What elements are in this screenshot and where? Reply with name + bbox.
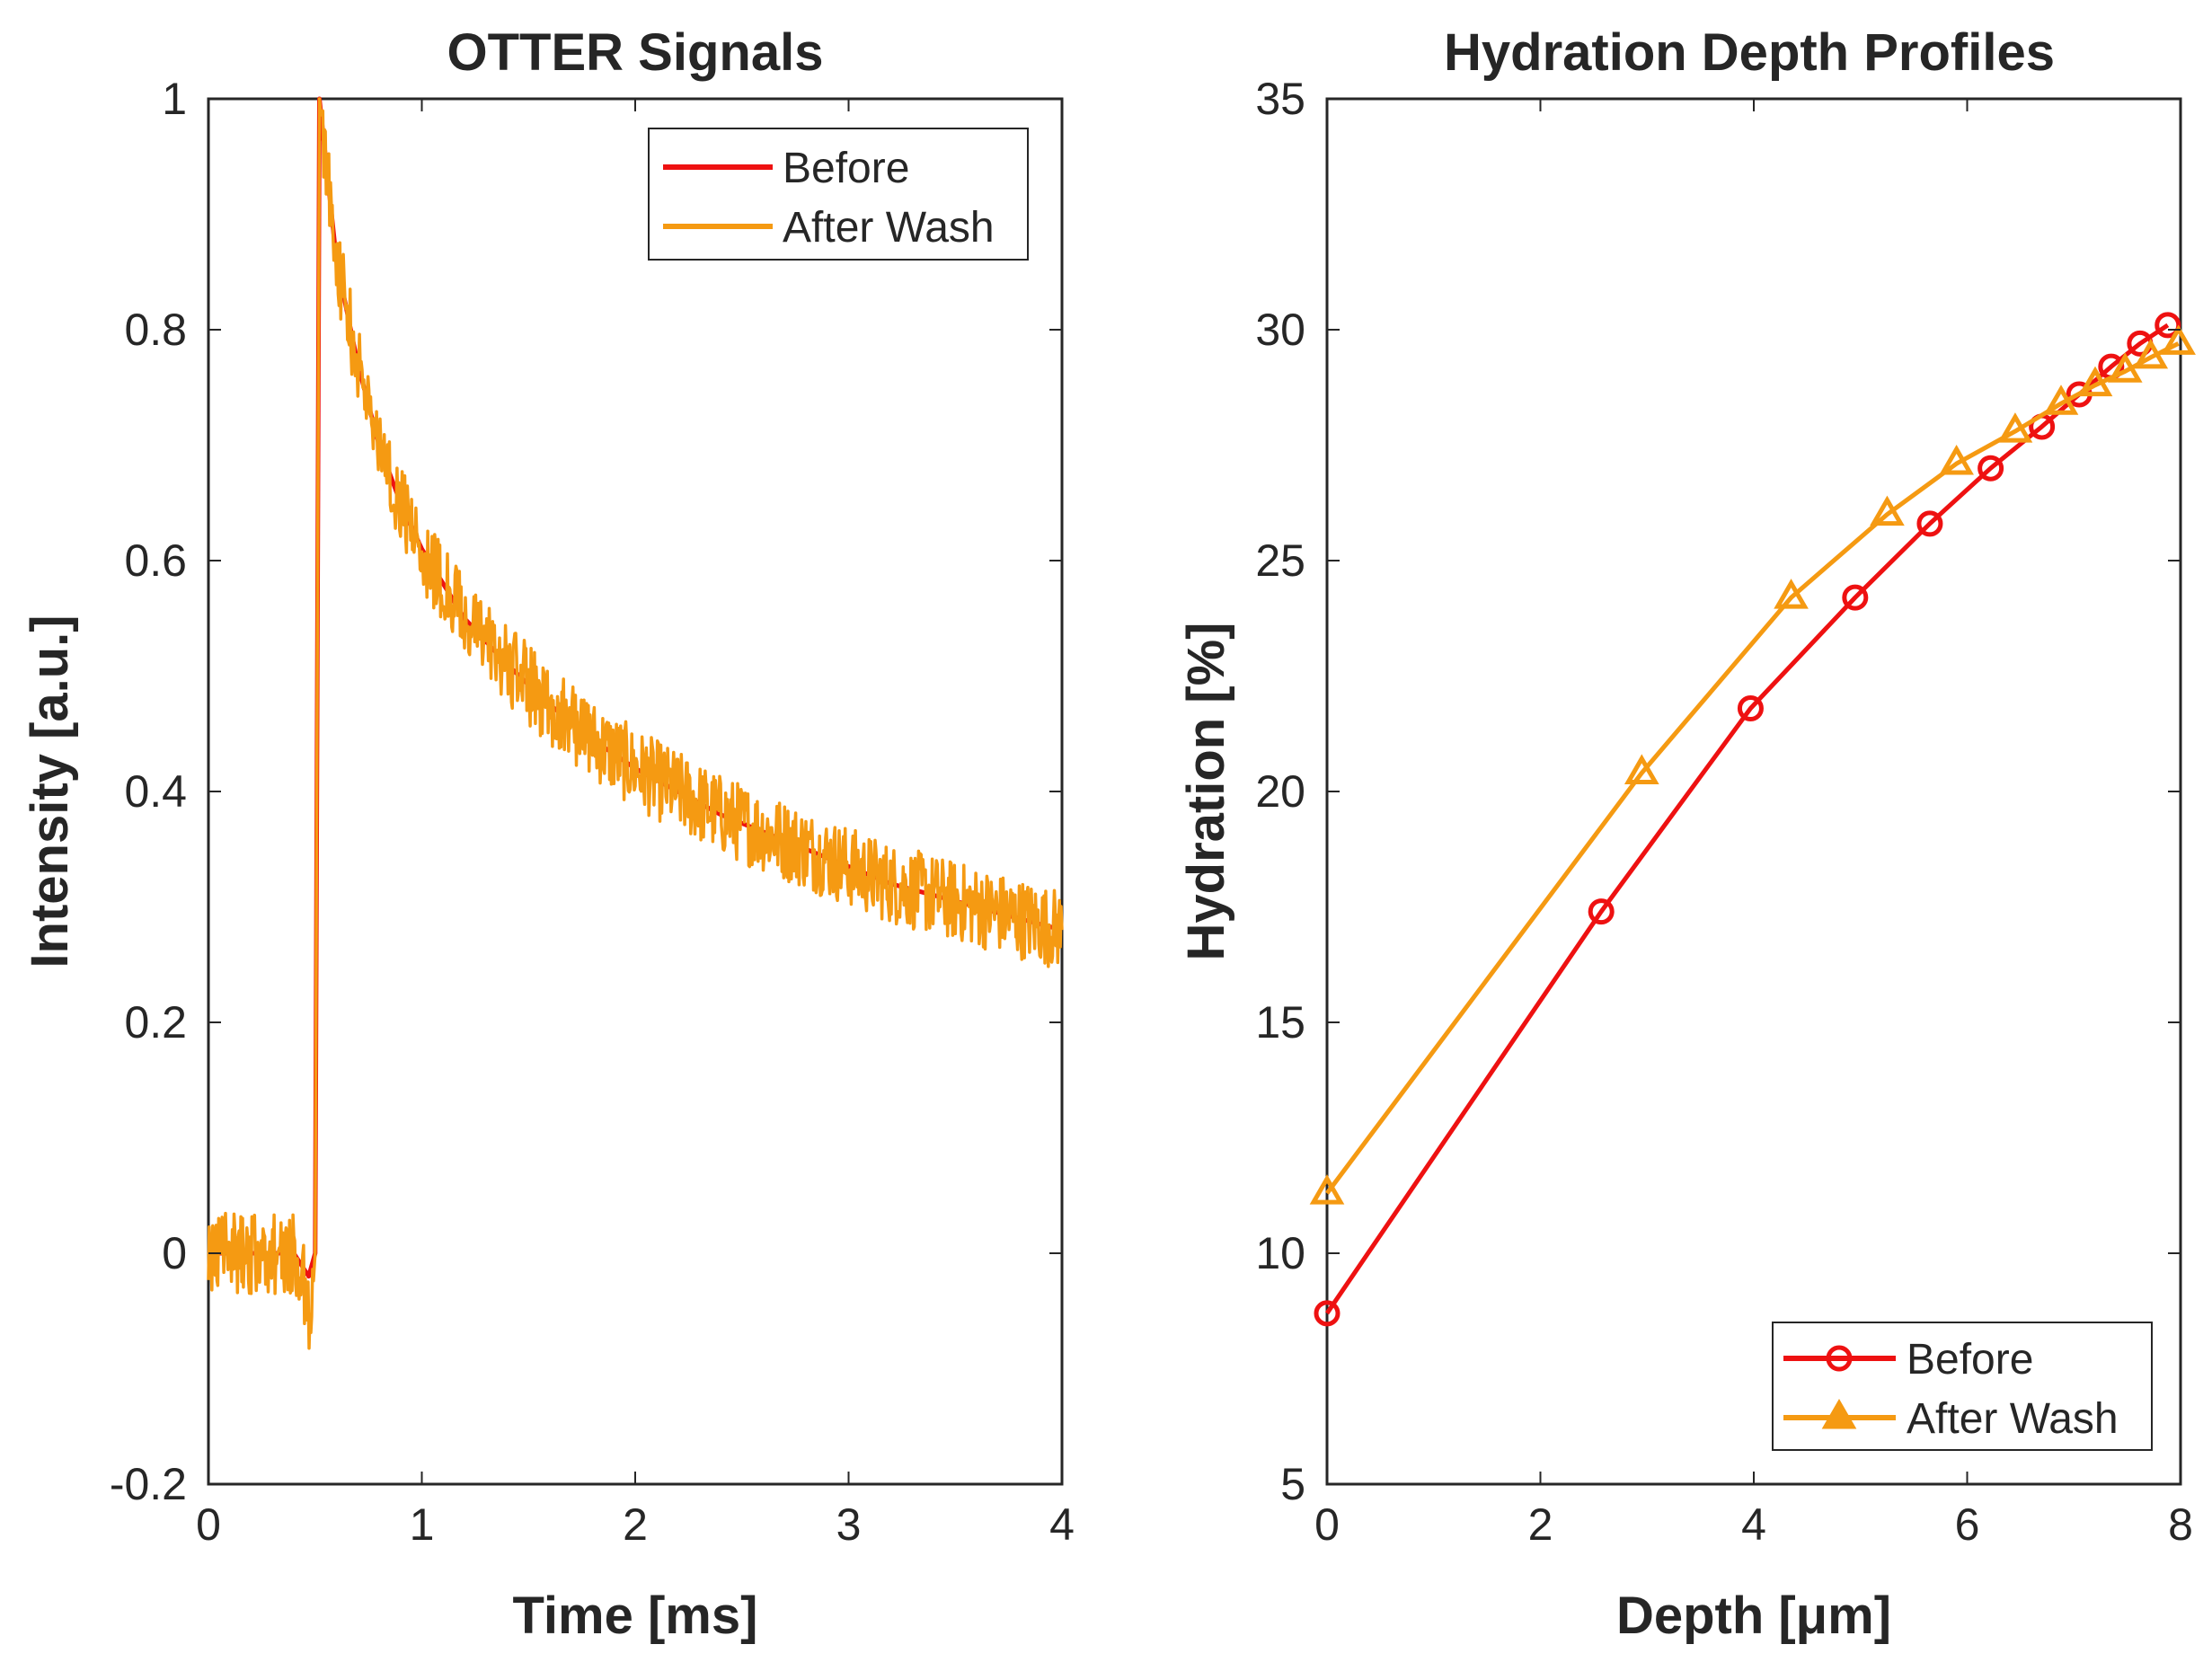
plot-area-frame xyxy=(1325,97,2182,1486)
hydration-depth-panel: 0 2 4 6 8 5 10 15 20 25 30 35 Hydration Depth Profi… xyxy=(1177,23,2196,1645)
x-tick-label: 0 xyxy=(196,1499,221,1550)
x-tick-label: 0 xyxy=(1314,1499,1340,1550)
data-point-after-wash xyxy=(2107,352,2143,383)
tick-group: 0 2 4 6 8 5 10 15 20 25 30 35 xyxy=(1255,74,2193,1550)
legend: Before After Wash xyxy=(648,128,1029,261)
data-point-after-wash xyxy=(1624,754,1659,784)
data-point-after-wash xyxy=(1309,1174,1345,1205)
y-tick-label: 20 xyxy=(1255,766,1305,817)
y-tick-label: 10 xyxy=(1255,1228,1305,1278)
x-tick-label: 4 xyxy=(1741,1499,1766,1550)
data-point-after-wash xyxy=(1870,495,1905,526)
x-axis-label: Time [ms] xyxy=(513,1587,758,1645)
data-point-after-wash xyxy=(1939,445,1974,475)
y-tick-label: 0 xyxy=(162,1228,187,1278)
data-point-before xyxy=(1978,455,2004,482)
data-point-before xyxy=(1588,898,1615,925)
y-tick-label: 1 xyxy=(162,74,187,124)
data-point-before xyxy=(1314,1300,1340,1327)
series-line-after-wash xyxy=(1324,341,2180,1195)
y-tick-label: 15 xyxy=(1255,997,1305,1048)
y-tick-label: 30 xyxy=(1255,305,1305,355)
y-tick-label: 0.8 xyxy=(124,305,187,355)
data-point-after-wash xyxy=(2133,338,2169,369)
x-tick-label: 2 xyxy=(623,1499,648,1550)
y-tick-label: -0.2 xyxy=(110,1459,187,1509)
data-point-before xyxy=(1842,584,1869,611)
y-tick-label: 0.2 xyxy=(124,997,187,1048)
x-tick-label: 3 xyxy=(836,1499,862,1550)
data-point-after-wash xyxy=(2043,385,2079,415)
y-tick-label: 0.6 xyxy=(124,535,187,586)
legend: Before After Wash xyxy=(1772,1322,2153,1451)
data-point-after-wash xyxy=(1774,579,1809,609)
legend-label-before: Before xyxy=(1907,1336,2033,1384)
y-tick-label: 5 xyxy=(1280,1459,1305,1509)
y-axis-label: Hydration [%] xyxy=(1177,623,1235,961)
data-point-before xyxy=(1737,694,1764,721)
data-point-after-wash xyxy=(2077,366,2113,397)
legend-label-before: Before xyxy=(783,145,909,192)
x-tick-label: 2 xyxy=(1528,1499,1553,1550)
x-tick-label: 6 xyxy=(1955,1499,1980,1550)
series-group xyxy=(207,96,1064,1350)
x-axis-label: Depth [μm] xyxy=(1616,1587,1891,1645)
legend-label-after-wash: After Wash xyxy=(1907,1395,2119,1443)
series-line-after-wash xyxy=(207,97,1064,1350)
legend-box xyxy=(648,128,1029,261)
legend-marker-after-wash xyxy=(1821,1398,1857,1429)
data-point-after-wash xyxy=(2161,324,2196,355)
data-point-before xyxy=(1916,510,1943,537)
otter-signals-panel: 0 1 2 3 4-0.200.20.40.60.81 OTTER Signals Ti… xyxy=(21,23,1075,1645)
plot-area-frame xyxy=(207,97,1064,1486)
tick-group: 0 1 2 3 4-0.200.20.40.60.81 xyxy=(110,74,1075,1550)
y-axis-label: Intensity [a.u.] xyxy=(21,614,79,968)
series-group xyxy=(1309,312,2196,1327)
x-tick-label: 8 xyxy=(2168,1499,2193,1550)
y-tick-label: 35 xyxy=(1255,74,1305,124)
legend-label-after-wash: After Wash xyxy=(783,204,995,252)
data-point-after-wash xyxy=(1997,412,2033,443)
legend-marker-before xyxy=(1826,1345,1853,1372)
chart-title: OTTER Signals xyxy=(447,23,824,82)
y-tick-label: 0.4 xyxy=(124,766,187,817)
y-tick-label: 25 xyxy=(1255,535,1305,586)
x-tick-label: 4 xyxy=(1049,1499,1075,1550)
chart-title: Hydration Depth Profiles xyxy=(1444,23,2055,82)
x-tick-label: 1 xyxy=(410,1499,435,1550)
